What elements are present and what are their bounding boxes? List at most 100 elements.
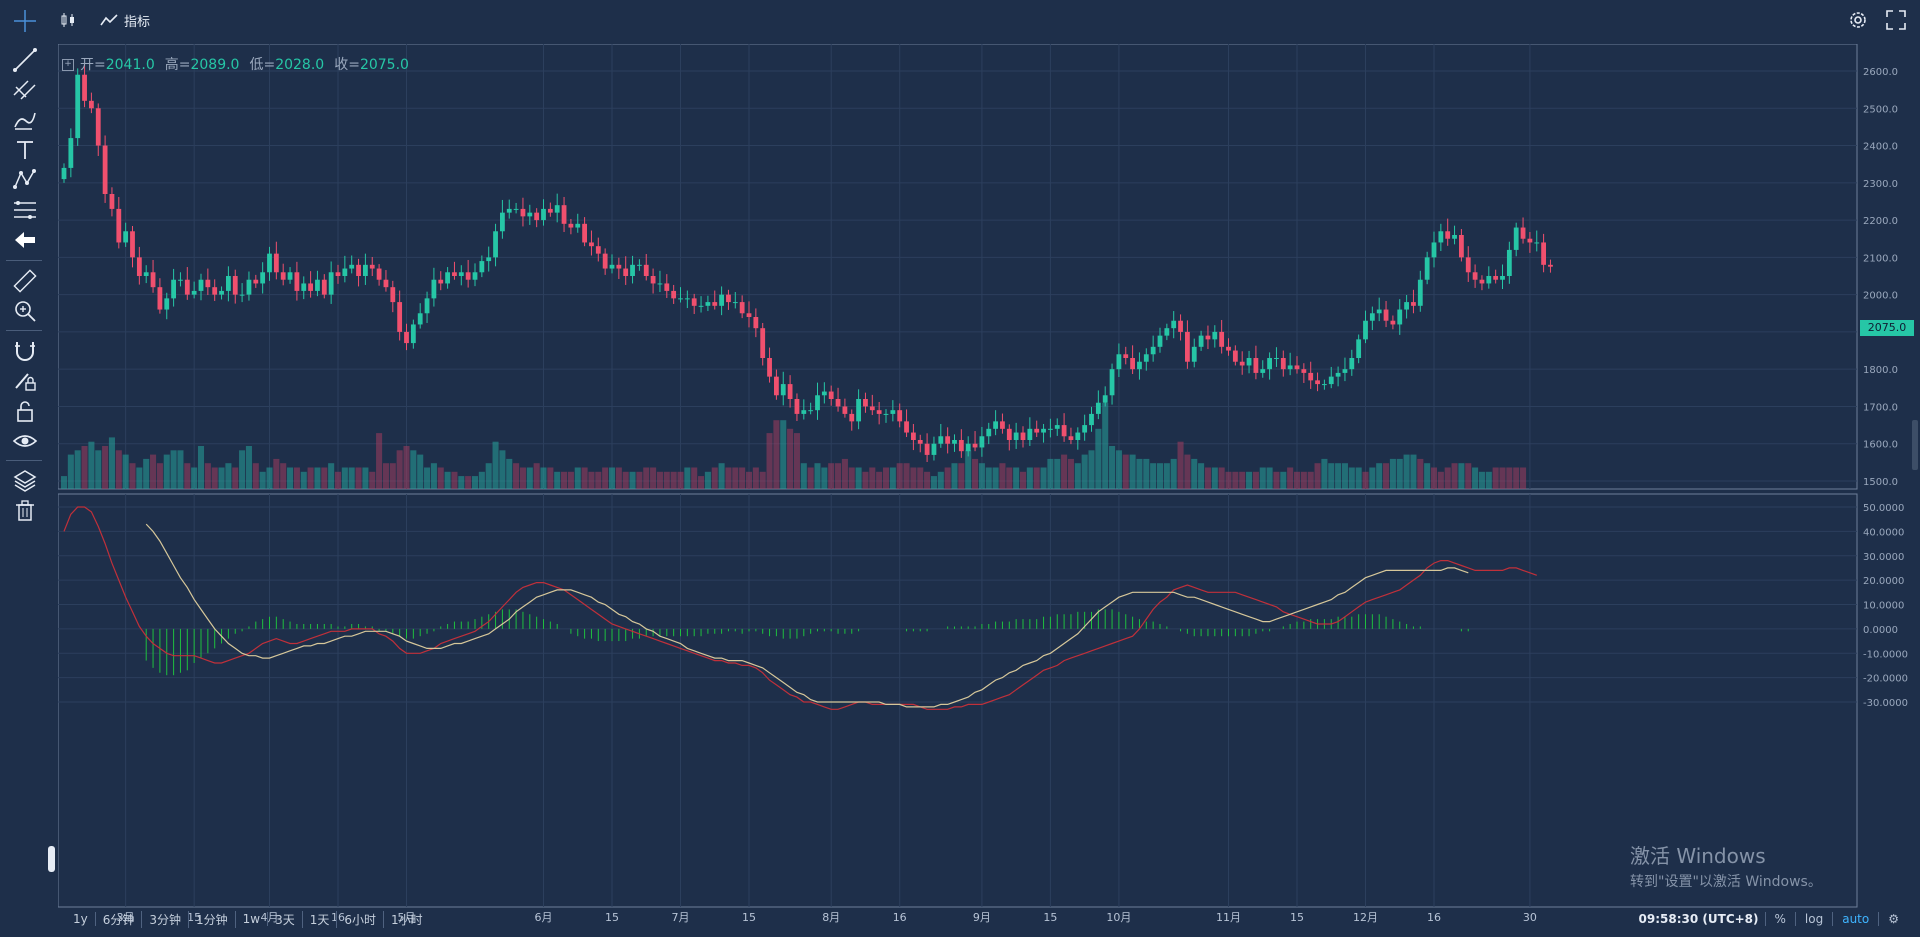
candle-body [794, 399, 800, 414]
zoom-in-icon[interactable] [12, 298, 38, 324]
ruler-icon[interactable] [12, 268, 38, 294]
expand-legend-icon[interactable]: + [62, 59, 74, 71]
candle-body [452, 272, 457, 276]
percent-scale-button[interactable]: % [1764, 912, 1795, 926]
volume-bar [1136, 458, 1143, 489]
text-tool-icon[interactable] [12, 137, 38, 163]
layers-icon[interactable] [12, 468, 38, 494]
candle-body [712, 302, 718, 306]
volume-bar [417, 454, 424, 489]
scale-options: 09:58:30 (UTC+8) % log auto ⚙ [1639, 906, 1908, 932]
volume-bar [211, 467, 218, 489]
pane-resize-handle[interactable] [48, 846, 55, 872]
volume-bar [835, 463, 842, 489]
candle-body [116, 208, 122, 243]
candle-body [719, 294, 724, 306]
magnet-icon[interactable] [12, 338, 38, 364]
volume-bar [1129, 454, 1136, 489]
candle-body [1369, 313, 1375, 321]
volume-bar [1109, 446, 1116, 489]
candle-body [643, 264, 649, 276]
crosshair-logo-icon[interactable] [14, 10, 36, 32]
candle-body [1198, 335, 1204, 347]
candle-body [705, 302, 711, 306]
pattern-tool-icon[interactable] [12, 167, 38, 193]
period-button[interactable]: 3天 [268, 910, 303, 928]
axis-settings-gear-icon[interactable]: ⚙ [1878, 912, 1908, 926]
volume-bar [841, 458, 848, 489]
candle-body [424, 298, 430, 314]
period-button[interactable]: 1小时 [391, 912, 423, 927]
volume-bar [821, 467, 828, 489]
volume-bar [800, 463, 807, 489]
period-button[interactable]: 6分钟 [96, 910, 143, 928]
indicators-button[interactable]: 指标 [100, 11, 150, 30]
candle-body [136, 257, 142, 276]
volume-bar [156, 463, 163, 489]
candle-body [1123, 354, 1129, 358]
fibonacci-tool-icon[interactable] [12, 197, 38, 223]
windows-activation-watermark: 激活 Windows 转到"设置"以激活 Windows。 [1630, 840, 1822, 891]
auto-scale-button[interactable]: auto [1832, 912, 1878, 926]
parallel-channel-icon[interactable] [12, 77, 38, 103]
candle-body [68, 138, 74, 168]
time-tick-label: 11月 [1216, 911, 1241, 924]
candle-body [1315, 380, 1320, 385]
period-button[interactable]: 1天 [303, 910, 338, 928]
volume-bar [1410, 454, 1417, 489]
settings-gear-icon[interactable] [1846, 8, 1870, 32]
candle-body [958, 440, 964, 452]
candle-body [1417, 279, 1423, 306]
lock-drawing-icon[interactable] [12, 368, 38, 394]
candlestick-chart[interactable]: 2600.0 2500.0 2400.0 2300.0 2200.0 2100.0 2000… [57, 43, 1915, 929]
candle-body [171, 279, 176, 299]
volume-bar [471, 476, 479, 489]
eye-icon[interactable] [12, 428, 38, 454]
volume-bar [1102, 403, 1109, 489]
period-button[interactable]: 3分钟 [142, 910, 190, 928]
unlock-icon[interactable] [12, 398, 38, 424]
volume-bar [1513, 467, 1520, 489]
brush-icon[interactable] [12, 107, 38, 133]
period-button[interactable]: 1w [236, 912, 269, 926]
candle-body [1548, 264, 1553, 267]
period-button[interactable]: 1y [66, 912, 96, 926]
candle-body [561, 205, 567, 224]
volume-bar [232, 467, 239, 489]
trend-line-icon[interactable] [12, 47, 38, 73]
fullscreen-icon[interactable] [1884, 8, 1908, 32]
candle-body [164, 298, 170, 310]
volume-bar [588, 471, 595, 489]
chart-area[interactable]: 2600.0 2500.0 2400.0 2300.0 2200.0 2100.0 2000… [57, 43, 1915, 929]
scroll-handle[interactable] [1912, 420, 1918, 470]
volume-bar [410, 450, 417, 489]
candle-body [993, 421, 998, 429]
candle-body [815, 395, 820, 411]
candle-body [911, 432, 916, 440]
candle-body [1294, 365, 1300, 370]
candle-body [787, 384, 793, 399]
candle-body [1219, 331, 1225, 347]
candle-body [760, 328, 766, 358]
volume-bar [1218, 467, 1225, 489]
candle-type-button[interactable] [60, 12, 82, 28]
back-arrow-icon[interactable] [12, 227, 38, 253]
candle-body [1397, 309, 1403, 325]
candle-body [226, 276, 231, 291]
volume-bar [882, 467, 890, 489]
volume-bar [1478, 471, 1485, 489]
period-button[interactable]: 1分钟 [189, 910, 236, 928]
candle-body [486, 257, 492, 262]
candle-body [1308, 372, 1314, 381]
volume-bar [1403, 454, 1410, 489]
candle-body [246, 279, 252, 295]
candle-body [1328, 376, 1334, 385]
log-scale-button[interactable]: log [1794, 912, 1832, 926]
trash-icon[interactable] [12, 498, 38, 524]
candle-body [1034, 428, 1040, 433]
period-button[interactable]: 6小时 [337, 910, 385, 928]
volume-bar [732, 467, 739, 489]
time-tick-label: 6月 [535, 911, 553, 924]
volume-bar [999, 463, 1006, 489]
volume-bar [862, 471, 869, 489]
